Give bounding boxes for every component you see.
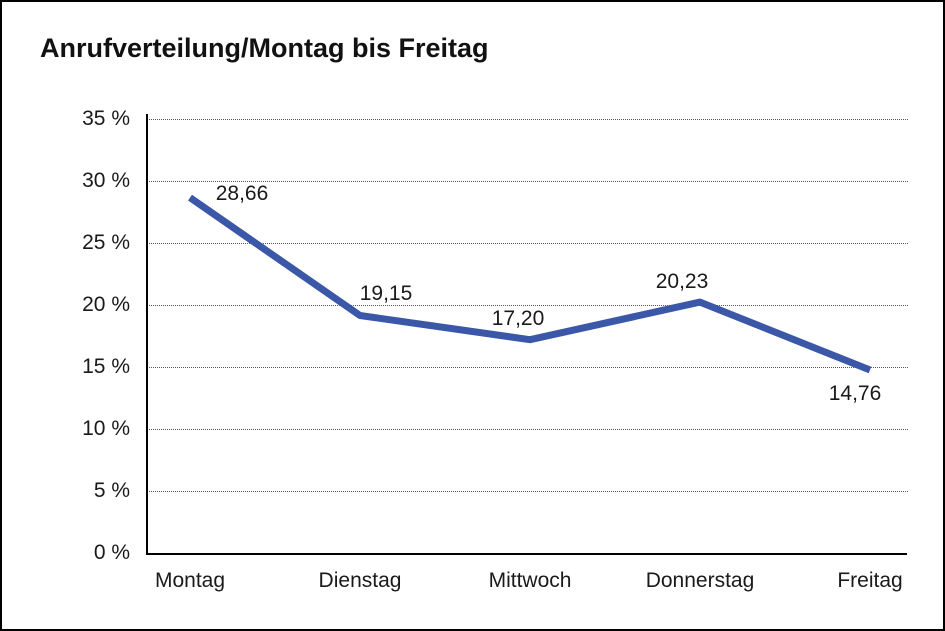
x-axis-label: Mittwoch xyxy=(488,569,572,592)
y-tick-label: 0 % xyxy=(93,541,130,564)
gridline xyxy=(146,491,908,492)
gridline xyxy=(146,305,908,306)
data-label: 19,15 xyxy=(359,281,413,305)
gridline xyxy=(146,181,908,182)
data-label: 20,23 xyxy=(655,270,709,294)
x-axis-label: Montag xyxy=(154,569,226,592)
data-label: 17,20 xyxy=(491,306,545,330)
y-tick-label: 25 % xyxy=(82,231,130,254)
gridline xyxy=(146,367,908,368)
y-tick-label: 10 % xyxy=(82,417,130,440)
y-tick-label: 35 % xyxy=(82,107,130,130)
series-polyline xyxy=(188,194,872,374)
gridline xyxy=(146,119,908,120)
chart-title: Anrufverteilung/Montag bis Freitag xyxy=(40,33,489,63)
y-tick-label: 5 % xyxy=(93,479,130,502)
y-tick-label: 15 % xyxy=(82,355,130,378)
y-tick-label: 20 % xyxy=(82,293,130,316)
gridline xyxy=(146,429,908,430)
x-axis-label: Donnerstag xyxy=(645,569,755,592)
x-axis-label: Dienstag xyxy=(318,569,402,592)
x-axis-line xyxy=(146,553,907,555)
y-axis-line xyxy=(146,114,148,553)
y-tick-label: 30 % xyxy=(82,169,130,192)
data-label: 28,66 xyxy=(215,181,269,205)
x-axis-label: Freitag xyxy=(837,569,903,592)
gridline xyxy=(146,243,908,244)
data-label: 14,76 xyxy=(828,381,882,405)
